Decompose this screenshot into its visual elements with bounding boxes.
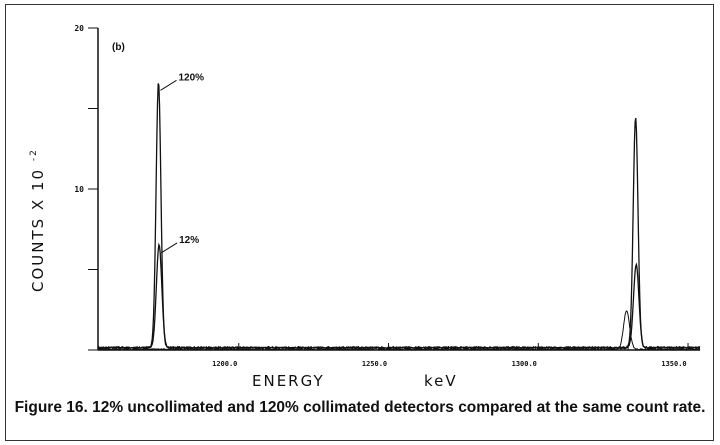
x-tick-label: 1200.0 [212,360,237,368]
annotation-leader-120 [160,79,177,91]
spectrum-series [97,83,701,351]
y-tick-label: 10 [74,185,84,194]
figure-caption: Figure 16. 12% uncollimated and 120% col… [14,399,706,416]
series-line-unlabeled [97,310,701,351]
x-axis-label: ENERGY keV [252,372,458,390]
x-axis-unit: keV [424,372,458,390]
figure-frame [5,4,714,441]
y-tick-label: 20 [74,24,84,33]
y-axis-title-text: COUNTS X 10 [29,168,47,292]
annotation-12-percent: 12% [179,235,199,246]
x-tick-label: 1300.0 [512,360,537,368]
peak-annotations: 120% 12% [160,72,204,254]
series-line-12-percent [97,242,701,350]
series-line-120-percent [97,83,701,350]
x-tick-label: 1350.0 [661,360,686,368]
x-axis-title: ENERGY [252,372,325,390]
annotation-120-percent: 120% [178,72,204,83]
y-axis-label: COUNTS X 10 -2 [29,148,47,292]
y-ticks: 10 20 [74,24,98,351]
x-tick-label: 1250.0 [362,360,387,368]
y-axis-title-exponent: -2 [29,148,39,161]
y-axis-title: COUNTS X 10 -2 [29,148,47,292]
panel-label: (b) [112,42,125,53]
annotation-leader-12 [160,242,178,254]
